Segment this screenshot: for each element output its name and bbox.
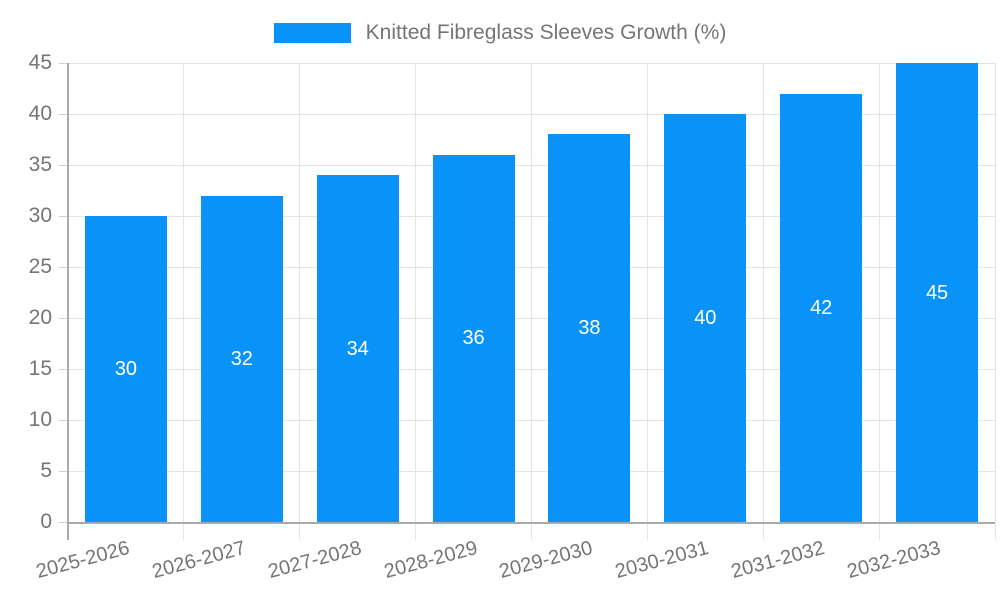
y-axis-tick <box>59 62 68 64</box>
bar <box>548 134 631 522</box>
y-axis-tick <box>59 368 68 370</box>
bar-value-label: 36 <box>462 327 485 350</box>
y-axis-tick-label: 5 <box>40 459 52 482</box>
x-axis-tick <box>878 522 880 540</box>
bar-value-label: 30 <box>114 358 138 380</box>
v-gridline <box>646 63 648 522</box>
bar <box>316 175 399 522</box>
y-axis-tick-label: 40 <box>28 102 52 125</box>
v-gridline <box>415 63 417 522</box>
y-axis-tick <box>59 419 68 421</box>
bar <box>896 63 979 522</box>
bar-value-label: 45 <box>925 281 949 304</box>
x-axis-tick <box>994 522 996 540</box>
v-gridline <box>994 63 996 522</box>
v-gridline <box>762 63 764 522</box>
y-axis-tick <box>59 266 68 268</box>
bar <box>84 216 167 522</box>
x-axis-tick <box>183 522 185 540</box>
y-axis-tick-label: 30 <box>28 204 52 227</box>
x-axis-tick <box>762 522 764 540</box>
y-axis-tick-label: 0 <box>40 510 52 533</box>
y-axis-tick-label: 25 <box>28 255 52 278</box>
bar-value-label: 32 <box>230 347 253 370</box>
y-axis-tick <box>59 521 68 523</box>
bar <box>664 114 747 522</box>
x-axis-line <box>68 522 995 524</box>
bar-value-label: 42 <box>810 296 833 319</box>
y-axis-tick-label: 10 <box>28 408 52 431</box>
bar <box>432 154 515 522</box>
y-axis-tick <box>59 113 68 115</box>
legend[interactable]: Knitted Fibreglass Sleeves Growth (%) <box>0 21 1000 45</box>
y-axis-tick <box>59 215 68 217</box>
y-axis-tick-label: 15 <box>28 357 52 380</box>
y-axis-tick-label: 20 <box>28 306 52 329</box>
bar-value-label: 38 <box>578 317 601 340</box>
legend-swatch-icon <box>273 23 351 43</box>
y-axis-tick-label: 45 <box>28 51 52 74</box>
y-axis-tick-label: 35 <box>28 153 52 176</box>
x-axis-tick <box>646 522 648 540</box>
y-axis-tick <box>59 470 68 472</box>
bar <box>200 195 283 522</box>
x-axis-tick <box>415 522 417 540</box>
v-gridline <box>878 63 880 522</box>
y-axis-tick <box>59 164 68 166</box>
v-gridline <box>183 63 185 522</box>
legend-label: Knitted Fibreglass Sleeves Growth (%) <box>365 21 727 44</box>
x-axis-tick <box>531 522 532 540</box>
x-axis-tick <box>299 522 301 540</box>
v-gridline <box>299 63 301 522</box>
v-gridline <box>531 63 532 522</box>
bar-value-label: 34 <box>346 337 369 360</box>
y-axis-line <box>67 63 69 540</box>
bar-value-label: 40 <box>694 307 717 329</box>
bar <box>780 93 863 522</box>
y-axis-tick <box>59 317 68 319</box>
